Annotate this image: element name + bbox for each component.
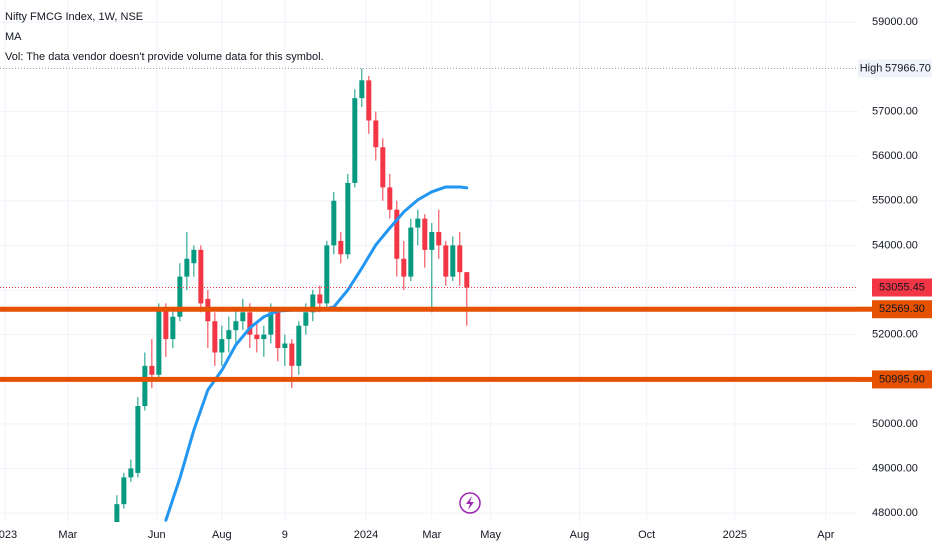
candle-body: [345, 182, 351, 255]
candle-body: [338, 240, 344, 255]
candle-body: [436, 232, 442, 246]
y-tick-label: 48000.00: [872, 507, 918, 519]
candle-body: [429, 232, 435, 250]
candle-body: [114, 504, 120, 522]
chart-title: Nifty FMCG Index, 1W, NSE: [5, 11, 143, 23]
candle-body: [275, 312, 281, 348]
y-tick-label: 52000.00: [872, 329, 918, 341]
x-tick-label: Jun: [148, 529, 166, 541]
candle-body: [317, 294, 323, 304]
x-tick-label: Aug: [212, 529, 232, 541]
candle-body: [177, 276, 183, 317]
y-tick-label: 56000.00: [872, 150, 918, 162]
x-tick-label: 2023: [0, 529, 17, 541]
axes: 48000.0049000.0050000.0051000.0052000.00…: [0, 16, 932, 541]
candle-body: [142, 365, 148, 406]
grid: [0, 0, 858, 522]
candle-body: [135, 406, 141, 473]
candle-body: [240, 312, 246, 322]
x-tick-label: Aug: [570, 529, 590, 541]
legend-entry: MA: [5, 31, 22, 43]
candle-body: [191, 249, 197, 264]
candle-body: [121, 477, 127, 505]
candle-body: [128, 468, 134, 478]
candle-body: [366, 80, 372, 121]
candle-body: [282, 343, 288, 348]
candle-body: [156, 307, 162, 375]
level-box: [872, 370, 932, 389]
x-tick-label: Mar: [58, 529, 77, 541]
high-tag-label: High: [860, 62, 883, 74]
x-tick-label: 2024: [354, 529, 378, 541]
candle-body: [352, 98, 358, 183]
candle-body: [450, 245, 456, 277]
candle-body: [464, 272, 470, 288]
last-price-label: 53055.45: [879, 281, 925, 293]
candle-body: [394, 209, 400, 259]
candle-body: [310, 294, 316, 313]
candle-body: [226, 330, 232, 340]
candle-body: [184, 258, 190, 277]
candle-body: [331, 200, 337, 246]
candle-body: [198, 249, 204, 304]
candle-body: [254, 334, 260, 340]
candle-body: [422, 218, 428, 250]
level-label: 52569.30: [879, 303, 925, 315]
candle-body: [324, 245, 330, 304]
x-tick-label: Oct: [638, 529, 655, 541]
candle-body: [415, 218, 421, 228]
candle-body: [408, 227, 414, 277]
x-tick-label: May: [480, 529, 501, 541]
x-tick-label: Mar: [422, 529, 441, 541]
x-tick-label: 9: [282, 529, 288, 541]
y-tick-label: 54000.00: [872, 239, 918, 251]
level-box: [872, 300, 932, 319]
candle-body: [457, 245, 463, 273]
candle-body: [170, 316, 176, 340]
candle-body: [373, 120, 379, 148]
candle-body: [247, 312, 253, 335]
candle-body: [233, 321, 239, 331]
y-tick-label: 50000.00: [872, 418, 918, 430]
high-value-box: [884, 59, 932, 78]
y-tick-label: 49000.00: [872, 462, 918, 474]
lightning-icon[interactable]: [459, 492, 481, 514]
level-label: 50995.90: [879, 373, 925, 385]
last-price-box: [872, 278, 932, 297]
y-tick-label: 59000.00: [872, 16, 918, 28]
candle-body: [219, 339, 225, 353]
candle-body: [380, 147, 386, 188]
candle-body: [268, 312, 274, 335]
candle-body: [212, 321, 218, 353]
candle-body: [359, 80, 365, 99]
y-tick-label: 57000.00: [872, 105, 918, 117]
candle-body: [387, 187, 393, 210]
candle-body: [303, 312, 309, 326]
note: Vol: The data vendor doesn't provide vol…: [5, 51, 324, 63]
candle-body: [401, 258, 407, 277]
candle-body: [296, 325, 302, 366]
candle-body: [289, 343, 295, 366]
high-value-label: 57966.70: [885, 62, 931, 74]
y-tick-label: 55000.00: [872, 195, 918, 207]
x-tick-label: 2025: [723, 529, 747, 541]
candle-body: [163, 307, 169, 340]
candle-body: [261, 334, 267, 340]
x-tick-label: Apr: [817, 529, 834, 541]
candle-body: [443, 245, 449, 277]
candle-body: [149, 365, 155, 375]
plot-area: [0, 67, 858, 522]
high-tag: [858, 59, 884, 78]
